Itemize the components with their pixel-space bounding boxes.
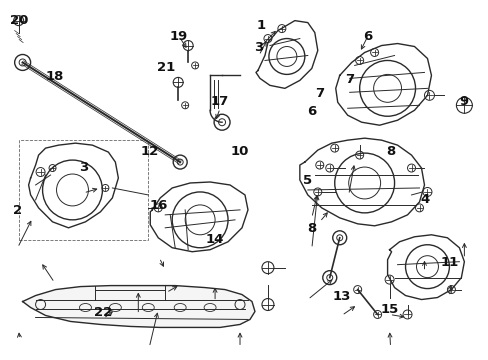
Text: 15: 15 (380, 303, 398, 316)
Text: 17: 17 (210, 95, 229, 108)
Text: 4: 4 (419, 193, 428, 206)
Text: 5: 5 (303, 174, 312, 186)
Text: 13: 13 (332, 290, 350, 303)
Text: 6: 6 (306, 105, 316, 118)
Text: 16: 16 (150, 199, 168, 212)
Text: 3: 3 (79, 161, 88, 174)
Text: 14: 14 (205, 233, 224, 246)
Text: 10: 10 (230, 145, 248, 158)
Text: 1: 1 (257, 19, 265, 32)
Text: 8: 8 (306, 222, 316, 235)
Text: 20: 20 (10, 14, 28, 27)
Text: 9: 9 (458, 95, 468, 108)
Text: 11: 11 (439, 256, 457, 269)
Text: 6: 6 (362, 30, 371, 43)
Text: 2: 2 (13, 204, 22, 217)
Text: 7: 7 (344, 73, 353, 86)
Bar (19, 140, 148, 240)
Text: 7: 7 (315, 87, 324, 100)
Text: 22: 22 (94, 306, 112, 319)
Text: 12: 12 (140, 145, 158, 158)
Text: 19: 19 (169, 30, 187, 43)
Text: 3: 3 (254, 41, 263, 54)
Text: 21: 21 (157, 60, 175, 73)
Text: 18: 18 (45, 69, 63, 82)
Text: 8: 8 (386, 145, 395, 158)
Polygon shape (22, 285, 254, 328)
